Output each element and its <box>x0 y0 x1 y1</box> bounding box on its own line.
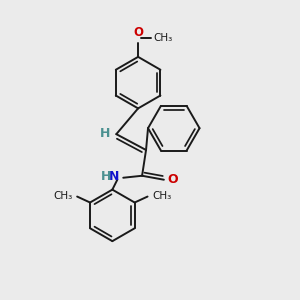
Text: O: O <box>168 173 178 186</box>
Text: CH₃: CH₃ <box>53 190 72 201</box>
Text: CH₃: CH₃ <box>153 33 172 43</box>
Text: H: H <box>100 127 111 140</box>
Text: H: H <box>101 170 111 183</box>
Text: CH₃: CH₃ <box>152 190 172 201</box>
Text: O: O <box>133 26 143 39</box>
Text: N: N <box>109 170 119 183</box>
